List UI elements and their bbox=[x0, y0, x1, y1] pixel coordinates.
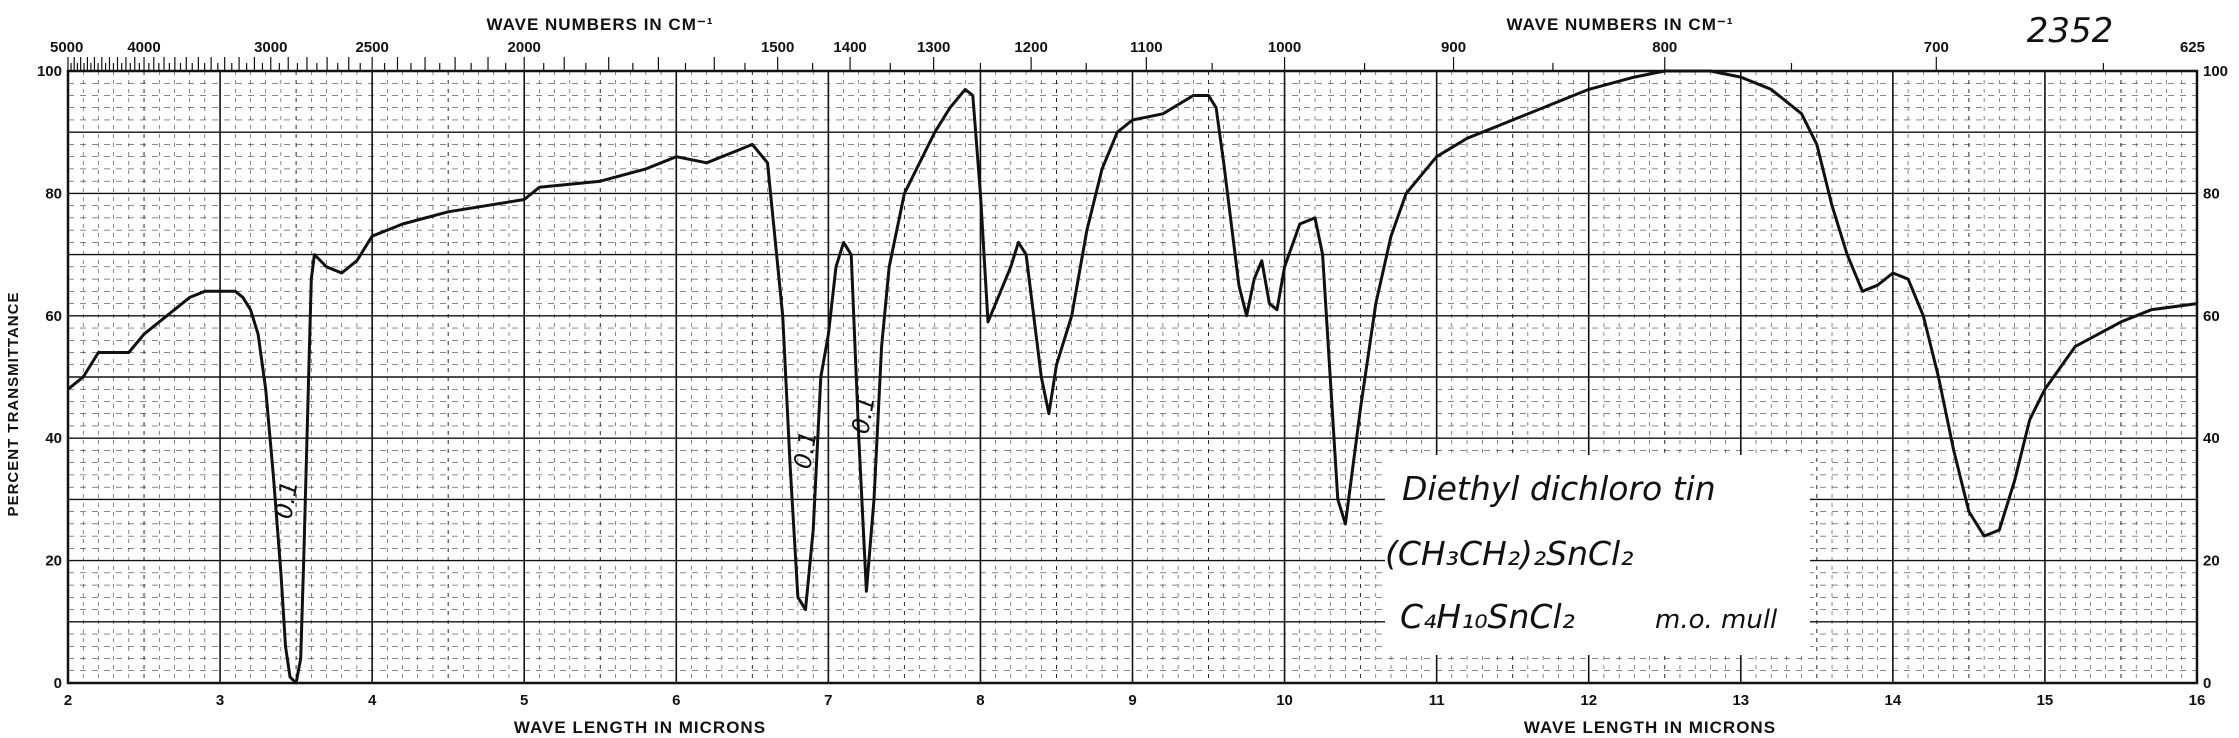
y-tick-label-left: 100 bbox=[37, 63, 62, 80]
y-tick-label-right: 100 bbox=[2203, 63, 2228, 80]
top-axis-title-left: WAVE NUMBERS IN CM⁻¹ bbox=[487, 15, 714, 34]
top-tick-label: 1300 bbox=[917, 39, 950, 56]
y-tick-label-left: 60 bbox=[45, 308, 62, 325]
y-tick-label-right: 40 bbox=[2203, 430, 2220, 447]
top-axis-title-right: WAVE NUMBERS IN CM⁻¹ bbox=[1507, 15, 1734, 34]
y-axis-title: PERCENT TRANSMITTANCE bbox=[5, 292, 22, 517]
peak-mark-3: 0.1 bbox=[846, 394, 880, 436]
spectrum-number: 2352 bbox=[2027, 11, 2114, 51]
x-tick-label: 11 bbox=[1429, 692, 1445, 709]
plot-frame bbox=[66, 57, 2199, 685]
y-tick-label-left: 80 bbox=[45, 185, 62, 202]
sample-prep: m.o. mull bbox=[1655, 605, 1778, 635]
y-tick-label-right: 0 bbox=[2203, 675, 2211, 692]
top-tick-label: 2000 bbox=[508, 39, 541, 56]
structural-formula: (CH₃CH₂)₂SnCl₂ bbox=[1385, 534, 1633, 573]
y-tick-label-right: 20 bbox=[2203, 553, 2220, 570]
x-tick-label: 3 bbox=[216, 692, 224, 709]
compound-name: Diethyl dichloro tin bbox=[1402, 469, 1716, 508]
y-tick-label-left: 0 bbox=[54, 675, 62, 692]
x-tick-label: 13 bbox=[1732, 692, 1749, 709]
x-tick-label: 5 bbox=[520, 692, 528, 709]
x-tick-label: 16 bbox=[2189, 692, 2206, 709]
x-tick-label: 10 bbox=[1276, 692, 1293, 709]
transmittance-curve bbox=[67, 69, 2198, 685]
y-tick-label-right: 60 bbox=[2203, 308, 2220, 325]
top-tick-label: 2500 bbox=[355, 39, 388, 56]
x-tick-label: 2 bbox=[64, 692, 72, 709]
top-tick-label: 800 bbox=[1652, 39, 1677, 56]
x-tick-label: 15 bbox=[2037, 692, 2054, 709]
top-tick-label: 5000 bbox=[50, 39, 83, 56]
x-axis-title-left: WAVE LENGTH IN MICRONS bbox=[514, 718, 766, 737]
top-tick-label: 1200 bbox=[1014, 39, 1047, 56]
top-tick-label: 3000 bbox=[254, 39, 287, 56]
x-tick-label: 4 bbox=[368, 692, 377, 709]
y-tick-label-left: 20 bbox=[45, 553, 62, 570]
y-tick-label-left: 40 bbox=[45, 430, 62, 447]
molecular-formula: C₄H₁₀SnCl₂ bbox=[1400, 597, 1575, 636]
top-tick-label: 1100 bbox=[1130, 39, 1163, 56]
x-tick-label: 9 bbox=[1128, 692, 1136, 709]
x-tick-label: 14 bbox=[1885, 692, 1902, 709]
compound-label-box: Diethyl dichloro tin (CH₃CH₂)₂SnCl₂ C₄H₁… bbox=[1385, 455, 1810, 655]
chart-grid bbox=[67, 70, 2198, 684]
top-tick-label: 1400 bbox=[833, 39, 866, 56]
x-tick-label: 7 bbox=[824, 692, 832, 709]
top-tick-label: 1500 bbox=[761, 39, 794, 56]
top-tick-label: 1000 bbox=[1268, 39, 1301, 56]
compound-label-bg bbox=[1385, 455, 1810, 655]
x-axis-title-right: WAVE LENGTH IN MICRONS bbox=[1524, 718, 1776, 737]
x-tick-label: 6 bbox=[672, 692, 680, 709]
x-tick-label: 8 bbox=[976, 692, 984, 709]
top-tick-label: 900 bbox=[1441, 39, 1466, 56]
top-tick-label: 4000 bbox=[127, 39, 160, 56]
top-tick-label: 625 bbox=[2180, 39, 2205, 56]
x-tick-label: 12 bbox=[1580, 692, 1597, 709]
top-tick-label: 700 bbox=[1924, 39, 1949, 56]
plot-border bbox=[66, 69, 2199, 685]
y-tick-label-right: 80 bbox=[2203, 185, 2220, 202]
